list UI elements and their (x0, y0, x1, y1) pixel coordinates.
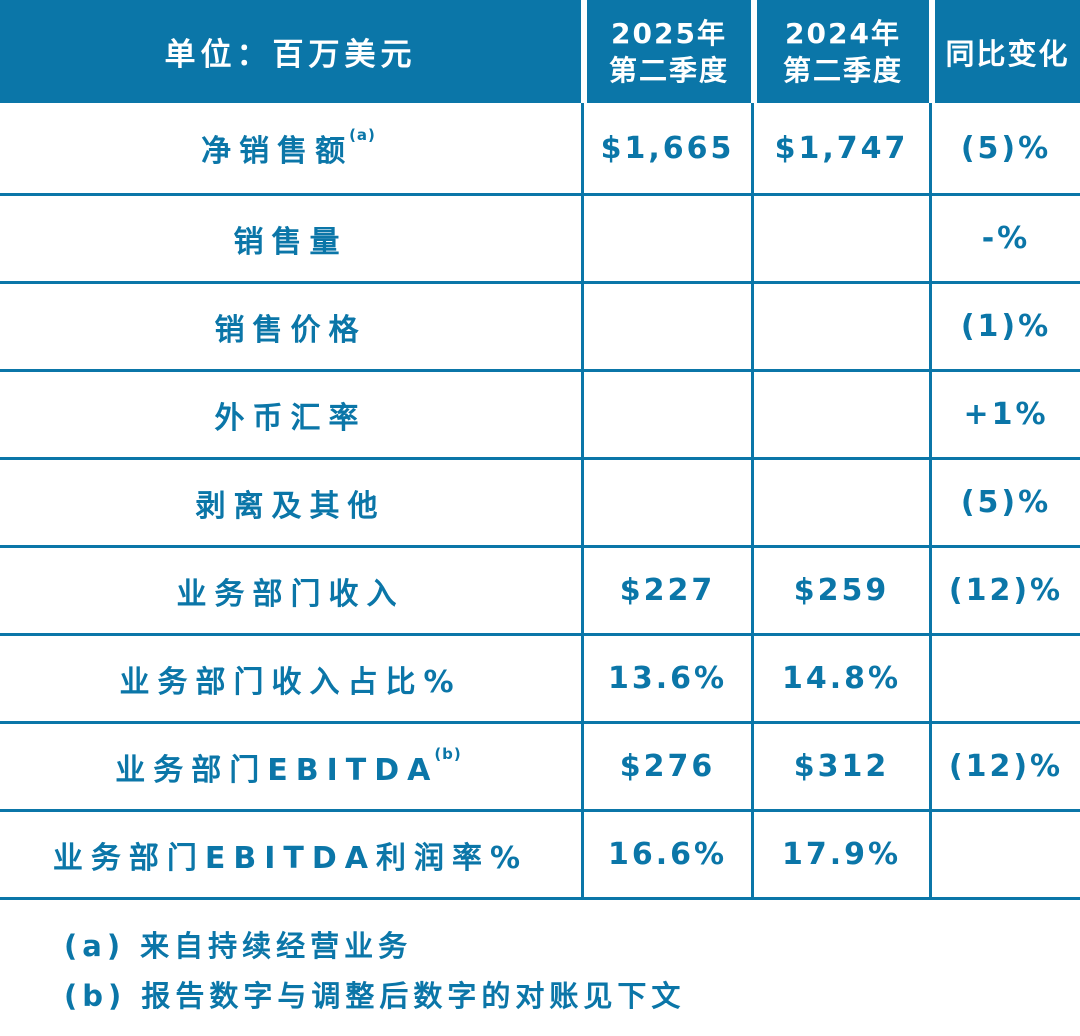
header-q2-2025-quarter: 第二季度 (608, 53, 729, 87)
row-label: 业务部门收入 (176, 576, 405, 612)
value-yoy: (1)% (929, 284, 1080, 369)
value-yoy: (12)% (929, 724, 1080, 809)
row-label-text: 净销售额 (201, 134, 354, 169)
row-label: 销售量 (233, 224, 348, 260)
table-row-segment-ebitda-margin: 业务部门EBITDA利润率% 16.6% 17.9% (0, 812, 1080, 900)
row-label: 剥离及其他 (195, 488, 386, 524)
value-2025 (581, 284, 751, 369)
header-q2-2024-year: 2024年 (785, 16, 901, 50)
value-2025: 16.6% (581, 812, 751, 897)
value-yoy (929, 636, 1080, 721)
table-row-sales-price: 销售价格 (1)% (0, 284, 1080, 372)
value-2025 (581, 460, 751, 545)
value-2025: 13.6% (581, 636, 751, 721)
header-unit-label: 单位：百万美元 (164, 37, 417, 73)
row-label-text: 业务部门EBITDA (115, 752, 439, 788)
value-2024: $259 (751, 548, 929, 633)
row-label: 销售价格 (214, 312, 367, 348)
value-2025: $227 (581, 548, 751, 633)
value-2024 (751, 372, 929, 457)
value-2025 (581, 196, 751, 281)
table-row-segment-ebitda: 业务部门EBITDA (b) $276 $312 (12)% (0, 724, 1080, 812)
table-row-foreign-currency: 外币汇率 +1% (0, 372, 1080, 460)
value-yoy (929, 812, 1080, 897)
footnote-a: (a) 来自持续经营业务 (64, 929, 413, 963)
value-2024: $312 (751, 724, 929, 809)
value-2025: $276 (581, 724, 751, 809)
table-row-net-sales: 净销售额 (a) $1,665 $1,747 (5)% (0, 103, 1080, 196)
value-2024 (751, 284, 929, 369)
header-yoy-change: 同比变化 (929, 0, 1080, 103)
value-2025 (581, 372, 751, 457)
footnote-marker-b: (b) (434, 744, 462, 763)
value-2025: $1,665 (581, 103, 751, 193)
footnotes: (a) 来自持续经营业务 (b) 报告数字与调整后数字的对账见下文 (0, 900, 1080, 1021)
table-row-sales-volume: 销售量 -% (0, 196, 1080, 284)
table-row-divestitures-other: 剥离及其他 (5)% (0, 460, 1080, 548)
row-label: 外币汇率 (214, 400, 367, 436)
value-2024: 17.9% (751, 812, 929, 897)
value-2024: $1,747 (751, 103, 929, 193)
row-label: 业务部门EBITDA利润率% (52, 840, 529, 876)
value-yoy: -% (929, 196, 1080, 281)
value-yoy: (5)% (929, 460, 1080, 545)
row-label: 净销售额 (a) (0, 103, 581, 193)
value-yoy: (5)% (929, 103, 1080, 193)
row-label: 业务部门收入占比% (119, 664, 462, 700)
header-q2-2025-year: 2025年 (611, 16, 727, 50)
value-yoy: +1% (929, 372, 1080, 457)
value-2024 (751, 196, 929, 281)
table-row-segment-income-margin: 业务部门收入占比% 13.6% 14.8% (0, 636, 1080, 724)
value-yoy: (12)% (929, 548, 1080, 633)
value-2024: 14.8% (751, 636, 929, 721)
financial-results-table: 单位：百万美元 2025年 第二季度 2024年 第二季度 同比变化 净销售额(… (0, 0, 1080, 900)
value-2024 (751, 460, 929, 545)
row-label: 业务部门EBITDA (b) (0, 724, 581, 809)
header-q2-2024-quarter: 第二季度 (782, 53, 903, 87)
table-row-segment-income: 业务部门收入 $227 $259 (12)% (0, 548, 1080, 636)
header-q2-2024: 2024年 第二季度 (751, 0, 929, 103)
footnote-b: (b) 报告数字与调整后数字的对账见下文 (64, 979, 686, 1013)
header-q2-2025: 2025年 第二季度 (581, 0, 751, 103)
footnote-marker-a: (a) (349, 126, 376, 144)
table-header-row: 单位：百万美元 2025年 第二季度 2024年 第二季度 同比变化 (0, 0, 1080, 103)
